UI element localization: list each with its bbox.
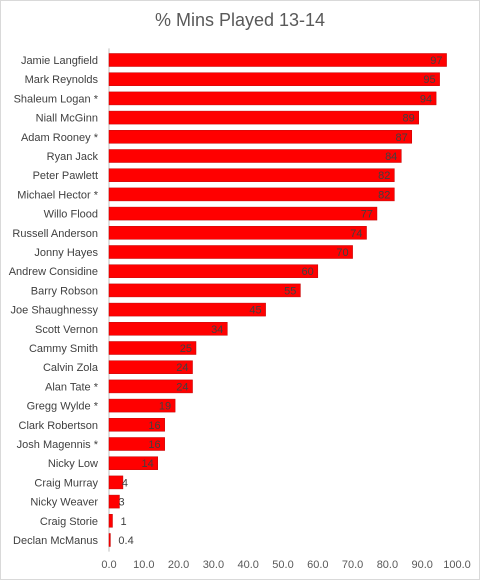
category-label: Cammy Smith: [29, 343, 98, 355]
data-label: 24: [176, 381, 188, 393]
x-tick-label: 30.0: [203, 559, 224, 571]
bar: [108, 110, 419, 125]
data-label: 77: [361, 209, 373, 221]
bar: [108, 302, 266, 317]
bar: [108, 206, 378, 221]
x-tick-label: 100.0: [443, 559, 471, 571]
category-label: Andrew Considine: [9, 266, 98, 278]
data-label: 82: [378, 170, 390, 182]
bar: [108, 360, 193, 374]
data-label: 16: [148, 420, 160, 432]
bar: [108, 91, 437, 106]
data-label: 89: [402, 113, 414, 125]
category-label: Nicky Low: [48, 458, 98, 470]
category-label: Scott Vernon: [35, 324, 98, 336]
bar: [108, 398, 176, 413]
data-label: 70: [336, 247, 348, 259]
data-label: 94: [420, 93, 432, 105]
data-label: 60: [302, 266, 314, 278]
data-label: 87: [396, 132, 408, 144]
data-label: 16: [148, 439, 160, 451]
data-label: 4: [122, 477, 128, 489]
data-label: 19: [159, 401, 171, 413]
category-label: Niall McGinn: [36, 113, 98, 125]
bar: [108, 53, 447, 67]
bar: [108, 149, 402, 163]
data-label: 34: [211, 324, 223, 336]
bar: [108, 379, 193, 394]
category-label: Declan McManus: [13, 535, 98, 547]
data-label: 55: [284, 285, 296, 297]
category-label: Russell Anderson: [12, 228, 98, 240]
x-tick-label: 0.0: [101, 559, 116, 571]
bar: [108, 130, 413, 144]
bar: [108, 245, 353, 259]
bar: [108, 322, 228, 336]
category-label: Ryan Jack: [47, 151, 99, 163]
bar: [108, 168, 395, 182]
bar: [108, 494, 120, 509]
data-label: 97: [430, 55, 442, 67]
bar: [108, 283, 301, 298]
bar: [108, 187, 395, 202]
bar: [108, 341, 197, 355]
category-label: Jamie Langfield: [21, 55, 98, 67]
bar: [108, 418, 165, 432]
category-label: Joe Shaughnessy: [11, 305, 99, 317]
data-label: 82: [378, 189, 390, 201]
category-label: Willo Flood: [44, 209, 98, 221]
bar: [108, 456, 158, 470]
bar: [108, 264, 319, 278]
category-label: Adam Rooney *: [21, 132, 99, 144]
bar: [108, 533, 111, 547]
category-label: Mark Reynolds: [25, 74, 99, 86]
category-label: Clark Robertson: [19, 420, 98, 432]
category-label: Josh Magennis *: [17, 439, 99, 451]
bar: [108, 475, 124, 490]
x-tick-label: 80.0: [377, 559, 398, 571]
category-label: Jonny Hayes: [34, 247, 98, 259]
data-label: 84: [385, 151, 397, 163]
data-label: 95: [423, 74, 435, 86]
chart-title: % Mins Played 13-14: [154, 10, 326, 30]
x-tick-label: 40.0: [237, 559, 258, 571]
x-tick-label: 90.0: [411, 559, 432, 571]
category-label: Peter Pawlett: [33, 170, 98, 182]
category-label: Shaleum Logan *: [14, 93, 99, 105]
category-label: Calvin Zola: [43, 362, 99, 374]
bar: [108, 437, 165, 451]
data-label: 45: [249, 305, 261, 317]
category-label: Michael Hector *: [17, 189, 98, 201]
data-label: 3: [118, 497, 124, 509]
data-label: 74: [350, 228, 362, 240]
category-label: Craig Murray: [34, 477, 98, 489]
category-label: Craig Storie: [40, 516, 98, 528]
data-label: 0.4: [118, 535, 133, 547]
data-label: 25: [180, 343, 192, 355]
category-label: Nicky Weaver: [30, 497, 98, 509]
category-label: Gregg Wylde *: [27, 401, 99, 413]
x-tick-label: 70.0: [342, 559, 363, 571]
bar: [108, 72, 440, 86]
data-label: 1: [120, 516, 126, 528]
bar: [108, 514, 113, 528]
x-tick-label: 50.0: [272, 559, 293, 571]
category-label: Alan Tate *: [45, 381, 99, 393]
data-label: 24: [176, 362, 188, 374]
category-label: Barry Robson: [31, 285, 98, 297]
data-label: 14: [141, 458, 153, 470]
bar: [108, 226, 367, 240]
x-tick-label: 10.0: [133, 559, 154, 571]
x-tick-label: 20.0: [168, 559, 189, 571]
x-tick-label: 60.0: [307, 559, 328, 571]
